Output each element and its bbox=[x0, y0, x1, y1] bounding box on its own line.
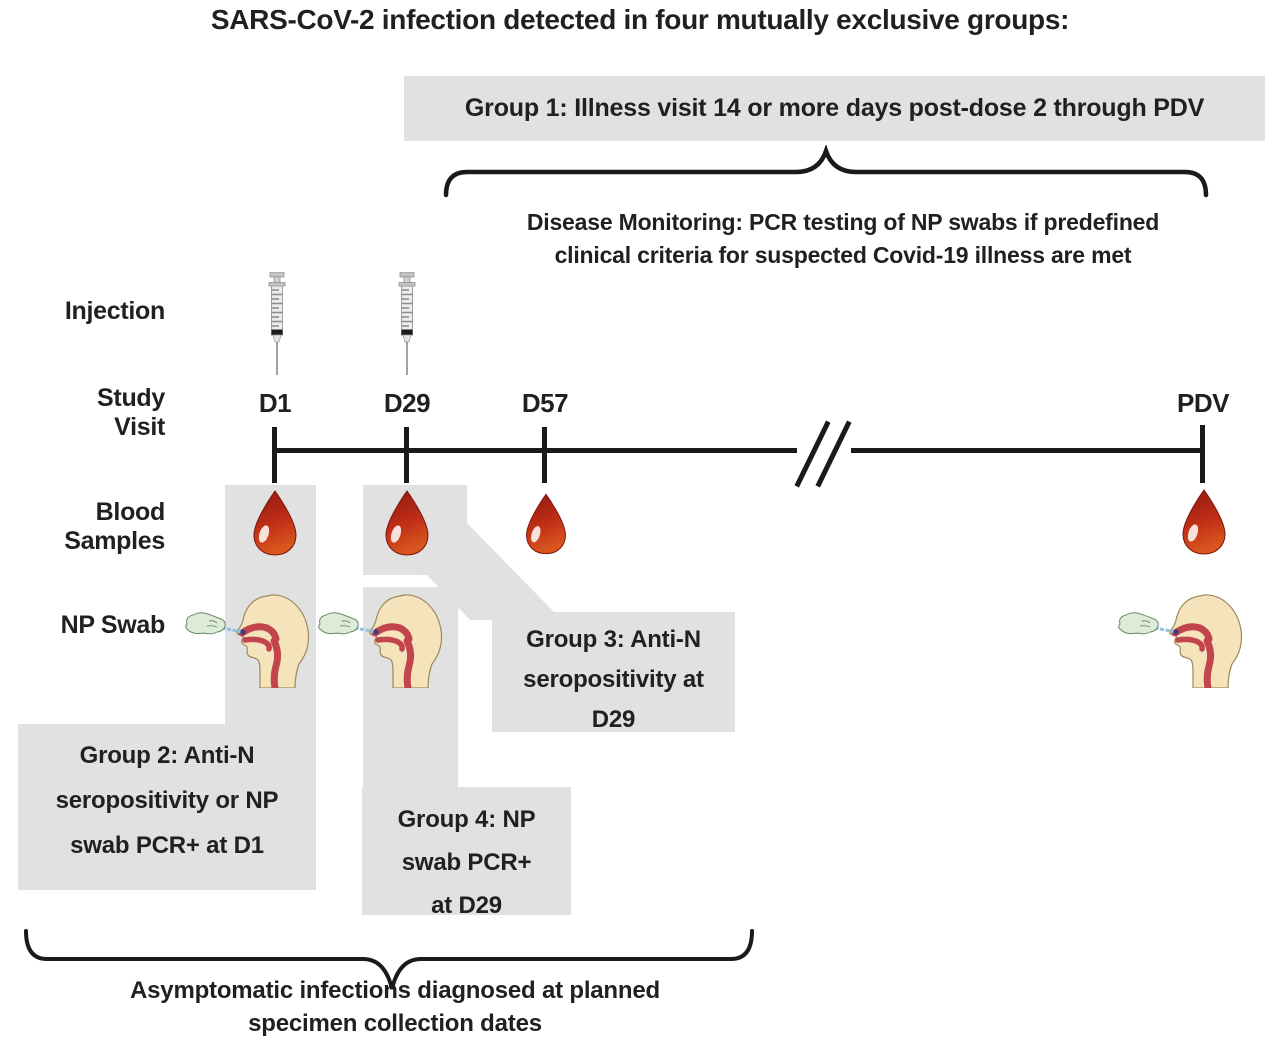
row-label-samples: Samples bbox=[64, 527, 165, 555]
np-swab-icon-d29 bbox=[318, 594, 443, 688]
disease-monitoring-line2: clinical criteria for suspected Covid-19… bbox=[554, 242, 1132, 268]
group3-box-shape bbox=[492, 612, 735, 732]
tick-pdv bbox=[1200, 425, 1205, 483]
over-brace bbox=[443, 145, 1209, 198]
group3-line2: seropositivity at bbox=[523, 666, 704, 693]
syringe-icon-d1 bbox=[268, 272, 286, 375]
blood-drop-icon-d1 bbox=[253, 490, 297, 556]
group4-box: Group 4: NP swab PCR+ at D29 bbox=[362, 798, 571, 927]
tick-d29 bbox=[404, 427, 409, 483]
row-label-injection: Injection bbox=[64, 297, 165, 325]
timeline-segment-left bbox=[275, 448, 797, 453]
visit-label-d1: D1 bbox=[258, 388, 292, 418]
caption-line2: specimen collection dates bbox=[248, 1010, 542, 1037]
blood-drop-icon-d29 bbox=[385, 490, 429, 556]
syringe-icon-d29 bbox=[398, 272, 416, 375]
group1-box: Group 1: Illness visit 14 or more days p… bbox=[404, 76, 1265, 141]
group1-label: Group 1: Illness visit 14 or more days p… bbox=[464, 94, 1205, 122]
blood-drop-icon-d57 bbox=[526, 493, 566, 555]
disease-monitoring-text: Disease Monitoring: PCR testing of NP sw… bbox=[455, 206, 1231, 272]
group4-line1: Group 4: NP bbox=[397, 806, 536, 833]
visit-label-d29: D29 bbox=[383, 388, 431, 418]
group3-box: Group 3: Anti-N seropositivity at D29 bbox=[492, 620, 735, 740]
group3-line1: Group 3: Anti-N bbox=[526, 626, 701, 653]
group2-line3: swab PCR+ at D1 bbox=[70, 832, 264, 859]
np-swab-icon-d1 bbox=[185, 594, 310, 688]
row-label-blood-samples: Blood Samples bbox=[30, 498, 165, 556]
group4-box-shape bbox=[362, 787, 571, 915]
asymptomatic-caption: Asymptomatic infections diagnosed at pla… bbox=[45, 974, 745, 1040]
group2-line2: seropositivity or NP bbox=[55, 787, 279, 814]
group4-line3: at D29 bbox=[431, 892, 502, 919]
blood-drop-icon-pdv bbox=[1182, 489, 1226, 555]
row-label-np-swab: NP Swab bbox=[60, 611, 166, 639]
under-brace bbox=[24, 929, 754, 990]
np-swab-icon-pdv bbox=[1118, 594, 1243, 688]
group2-line1: Group 2: Anti-N bbox=[79, 742, 255, 769]
visit-label-pdv: PDV bbox=[1177, 388, 1229, 418]
disease-monitoring-line1: Disease Monitoring: PCR testing of NP sw… bbox=[526, 209, 1160, 235]
group2-box: Group 2: Anti-N seropositivity or NP swa… bbox=[18, 733, 316, 868]
group3-line3: D29 bbox=[591, 706, 636, 733]
timeline-segment-right bbox=[851, 448, 1205, 453]
row-label-study-visit: Study Visit bbox=[30, 384, 165, 442]
row-label-study: Study bbox=[97, 384, 165, 412]
group2-box-shape bbox=[18, 724, 316, 890]
page-title: SARS-CoV-2 infection detected in four mu… bbox=[210, 4, 1070, 35]
row-label-blood: Blood bbox=[95, 498, 166, 526]
row-label-visit: Visit bbox=[114, 413, 165, 441]
visit-label-d57: D57 bbox=[521, 388, 569, 418]
tick-d57 bbox=[542, 427, 547, 483]
tick-d1 bbox=[272, 427, 277, 483]
group4-line2: swab PCR+ bbox=[401, 849, 532, 876]
